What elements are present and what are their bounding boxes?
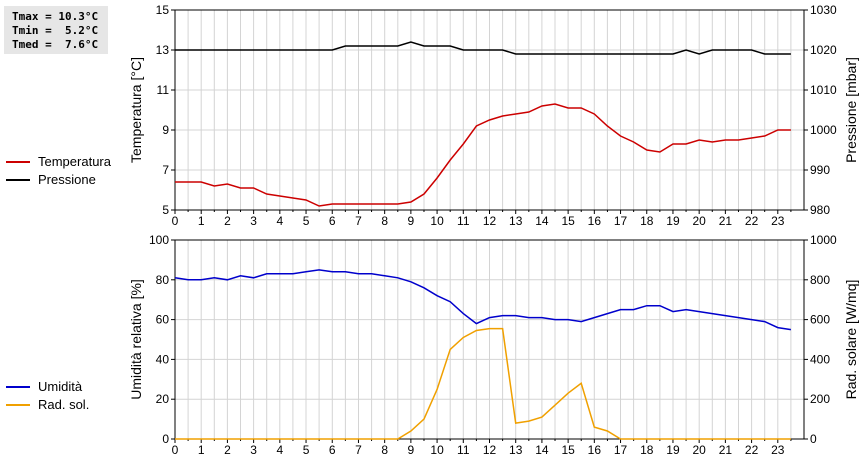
x-tick-label: 9	[408, 214, 415, 228]
x-tick-label: 17	[614, 214, 628, 228]
y-tick-label: 9	[162, 123, 169, 137]
series-line-rad-sol	[175, 327, 791, 440]
tmax-stat: Tmax = 10.3°C	[12, 10, 99, 23]
y2-tick-label: 1000	[810, 233, 837, 247]
x-tick-label: 15	[561, 214, 575, 228]
tmin-stat: Tmin = 5.2°C	[12, 24, 99, 37]
x-tick-label: 15	[561, 443, 575, 457]
x-tick-label: 14	[535, 214, 549, 228]
y-tick-label: 15	[156, 3, 170, 17]
y-tick-label: 60	[156, 313, 170, 327]
y-axis-label: Umidità relativa [%]	[128, 279, 144, 400]
x-tick-label: 13	[509, 214, 523, 228]
chart-panel-2: 0 1 2 3 4 5 6 7 8 9 10 11 12 13 14 15 16 17 18 19 20 21 22 2302…	[6, 233, 859, 457]
x-tick-label: 3	[250, 214, 257, 228]
y2-tick-label: 1030	[810, 3, 837, 17]
x-tick-label: 6	[329, 443, 336, 457]
x-tick-label: 22	[745, 214, 759, 228]
y-axis-label: Temperatura [°C]	[128, 57, 144, 163]
y2-tick-label: 990	[810, 163, 830, 177]
y2-tick-label: 0	[810, 432, 817, 446]
x-tick-label: 21	[719, 443, 733, 457]
x-tick-label: 23	[771, 443, 785, 457]
x-tick-label: 18	[640, 214, 654, 228]
y2-tick-label: 600	[810, 313, 830, 327]
y-tick-label: 13	[156, 43, 170, 57]
x-tick-label: 10	[430, 443, 444, 457]
x-tick-label: 5	[303, 443, 310, 457]
x-tick-label: 2	[224, 443, 231, 457]
y2-tick-label: 200	[810, 392, 830, 406]
x-tick-label: 7	[355, 214, 362, 228]
y2-axis-label: Pressione [mbar]	[843, 57, 859, 163]
series-line-pressione	[175, 41, 791, 55]
x-tick-label: 11	[457, 214, 470, 228]
x-tick-label: 0	[172, 443, 179, 457]
y2-tick-label: 1000	[810, 123, 837, 137]
x-tick-label: 8	[381, 214, 388, 228]
legend-label: Pressione	[38, 172, 96, 187]
x-tick-label: 9	[408, 443, 415, 457]
x-tick-label: 20	[692, 214, 706, 228]
y-tick-label: 40	[156, 352, 170, 366]
legend-label: Umidità	[38, 379, 83, 394]
series-line-umidit	[174, 269, 792, 331]
x-tick-label: 22	[745, 443, 759, 457]
y-tick-label: 20	[156, 392, 170, 406]
series-line-temperatura	[175, 103, 791, 207]
x-tick-label: 8	[381, 443, 388, 457]
y2-tick-label: 980	[810, 203, 830, 217]
x-tick-label: 21	[719, 214, 733, 228]
tmed-stat: Tmed = 7.6°C	[12, 38, 99, 51]
x-tick-label: 7	[355, 443, 362, 457]
x-tick-label: 13	[509, 443, 523, 457]
x-tick-label: 14	[535, 443, 549, 457]
y2-axis-label: Rad. solare [W/mq]	[843, 280, 859, 400]
y2-tick-label: 800	[810, 273, 830, 287]
x-tick-label: 0	[172, 214, 179, 228]
y-tick-label: 100	[149, 233, 169, 247]
chart-panel-1: 0 1 2 3 4 5 6 7 8 9 10 11 12 13 14 15 16 17 18 19 20 21 22 2357…	[6, 3, 859, 228]
x-tick-label: 3	[250, 443, 257, 457]
x-tick-label: 5	[303, 214, 310, 228]
x-tick-label: 12	[483, 214, 497, 228]
legend-label: Rad. sol.	[38, 397, 89, 412]
x-tick-label: 16	[588, 214, 602, 228]
x-tick-label: 19	[666, 443, 680, 457]
y-tick-label: 80	[156, 273, 170, 287]
x-tick-label: 11	[457, 443, 470, 457]
x-tick-label: 16	[588, 443, 602, 457]
x-tick-label: 10	[430, 214, 444, 228]
x-tick-label: 1	[198, 214, 205, 228]
x-tick-label: 4	[276, 214, 283, 228]
temperature-stats-box: Tmax = 10.3°C Tmin = 5.2°C Tmed = 7.6°C	[4, 6, 108, 54]
x-tick-label: 4	[276, 443, 283, 457]
x-tick-label: 18	[640, 443, 654, 457]
y2-tick-label: 1020	[810, 43, 837, 57]
x-tick-label: 17	[614, 443, 628, 457]
legend-label: Temperatura	[38, 154, 112, 169]
y-tick-label: 0	[162, 432, 169, 446]
x-tick-label: 1	[198, 443, 205, 457]
x-tick-label: 23	[771, 214, 785, 228]
y-tick-label: 5	[162, 203, 169, 217]
y2-tick-label: 1010	[810, 83, 837, 97]
x-tick-label: 6	[329, 214, 336, 228]
y2-tick-label: 400	[810, 352, 830, 366]
y-tick-label: 7	[162, 163, 169, 177]
y-tick-label: 11	[157, 83, 170, 97]
x-tick-label: 20	[692, 443, 706, 457]
x-tick-label: 2	[224, 214, 231, 228]
x-tick-label: 19	[666, 214, 680, 228]
x-tick-label: 12	[483, 443, 497, 457]
